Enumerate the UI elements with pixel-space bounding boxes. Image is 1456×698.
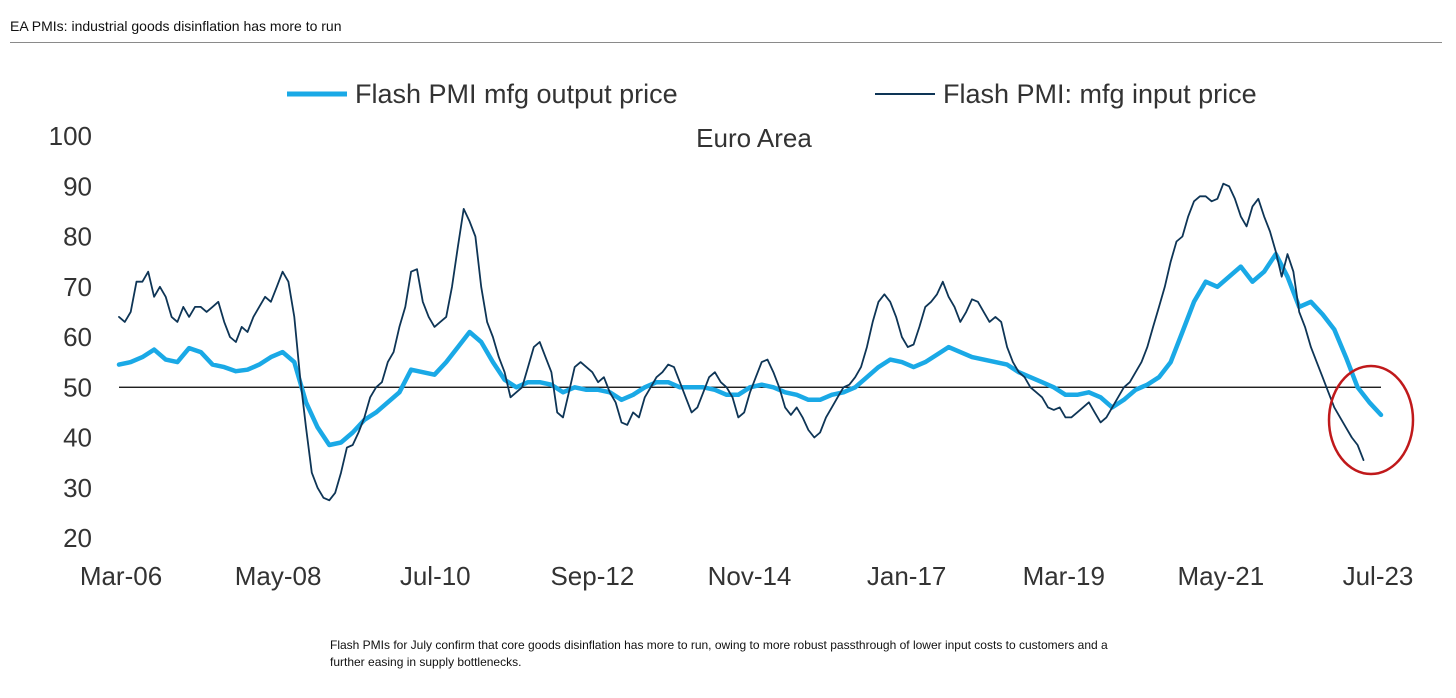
series-line-output-price: [116, 251, 1384, 448]
x-tick-label: Mar-19: [1023, 561, 1105, 591]
chart-legend: Flash PMI mfg output price Flash PMI: mf…: [287, 79, 1257, 109]
y-tick-label: 60: [63, 322, 92, 352]
chart-header-title: EA PMIs: industrial goods disinflation h…: [10, 18, 342, 34]
chart-subtitle: Euro Area: [696, 123, 812, 153]
y-tick-label: 80: [63, 222, 92, 252]
legend-label-input-price: Flash PMI: mfg input price: [943, 79, 1257, 109]
x-tick-label: May-21: [1178, 561, 1265, 591]
chart-caption: Flash PMIs for July confirm that core go…: [330, 638, 1108, 669]
pmi-line-chart: Flash PMI mfg output price Flash PMI: mf…: [49, 79, 1415, 591]
y-tick-label: 90: [63, 171, 92, 201]
legend-label-output-price: Flash PMI mfg output price: [355, 79, 678, 109]
y-tick-label: 50: [63, 372, 92, 402]
y-tick-label: 20: [63, 523, 92, 553]
x-tick-label: Jul-23: [1343, 561, 1414, 591]
x-tick-label: May-08: [235, 561, 322, 591]
y-tick-label: 30: [63, 473, 92, 503]
y-axis: 100 90 80 70 60 50 40 30 20: [49, 121, 92, 553]
highlight-ellipse: [1327, 364, 1415, 476]
y-tick-label: 100: [49, 121, 92, 151]
x-tick-label: Sep-12: [550, 561, 634, 591]
y-tick-label: 70: [63, 272, 92, 302]
x-axis: Mar-06 May-08 Jul-10 Sep-12 Nov-14 Jan-17 Mar-…: [80, 561, 1414, 591]
header-divider: [10, 42, 1442, 43]
x-tick-label: Jul-10: [400, 561, 471, 591]
plot-area: [116, 182, 1415, 502]
series-line-input-price: [118, 182, 1365, 502]
x-tick-label: Nov-14: [708, 561, 792, 591]
x-tick-label: Mar-06: [80, 561, 162, 591]
y-tick-label: 40: [63, 423, 92, 453]
x-tick-label: Jan-17: [867, 561, 947, 591]
